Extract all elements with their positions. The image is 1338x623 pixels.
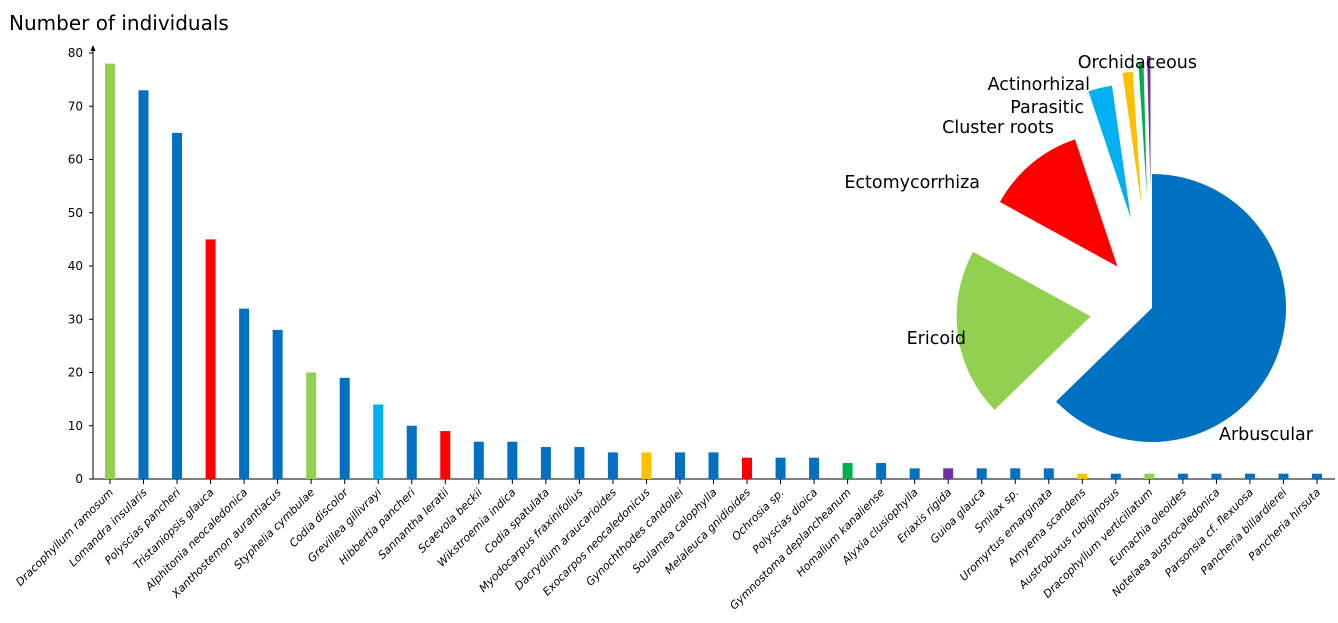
x-tick-label: Gymnostoma deplancheanum [727,486,853,612]
bar [1177,473,1188,479]
y-tick-label: 0 [75,472,83,486]
x-tick-label: Codia discolor [287,485,352,550]
bar [708,452,719,479]
bar [172,132,183,479]
pie-label: Cluster roots [942,118,1054,138]
y-tick-label: 50 [68,206,83,220]
pie-slice [1147,56,1151,191]
pie-slice [1056,174,1286,443]
bar [440,431,451,479]
bar [306,372,317,479]
pie-label: Orchidaceous [1078,53,1197,73]
pie-label: Ectomycorrhiza [844,173,980,193]
y-axis-title: Number of individuals [9,11,229,35]
bar [809,457,820,479]
y-tick-label: 80 [68,46,83,60]
y-tick-label: 20 [68,366,83,380]
bar [473,441,484,479]
bar [138,90,149,480]
pie-label: Parasitic [1010,98,1084,118]
bar [1278,473,1289,479]
pie-slice [1138,62,1147,197]
bar [105,63,115,480]
bar [406,425,417,479]
bar [239,308,250,479]
bar [1010,468,1021,479]
pie-slice [956,251,1091,410]
bar [775,457,786,479]
y-tick-label: 40 [68,259,83,273]
bar [976,468,987,479]
y-axis-arrow [90,45,96,51]
bar [272,329,283,479]
bar [339,377,350,479]
bar [842,463,853,479]
bar [574,447,585,479]
pie-chart: Arbuscular Ericoid Ectomycorrhiza Cluster r… [844,53,1313,445]
pie-slice [1088,85,1131,219]
y-tick-label: 60 [68,153,83,167]
bar [205,239,216,479]
bar [540,447,551,479]
bar [1144,473,1155,479]
pie-slice [1122,71,1142,206]
bar [943,468,954,479]
bar [674,452,685,479]
bar [1312,473,1322,479]
bar [1077,473,1088,479]
y-tick-label: 10 [68,419,83,433]
pie-label: Arbuscular [1219,425,1314,445]
bar [1244,473,1255,479]
bar [1211,473,1222,479]
pie-label: Actinorhizal [988,75,1090,95]
bar [641,452,652,479]
bar [742,457,753,479]
bar [373,404,384,479]
bar [1043,468,1054,479]
bar [1110,473,1121,479]
pie-slice [999,139,1118,267]
bar-chart: Number of individuals01020304050607080Dr… [9,11,1335,612]
bar [607,452,618,479]
bar [507,441,518,479]
bar [876,463,887,479]
y-tick-label: 30 [68,312,83,326]
y-tick-label: 70 [68,99,83,113]
pie-label: Ericoid [907,329,966,349]
bar [909,468,920,479]
